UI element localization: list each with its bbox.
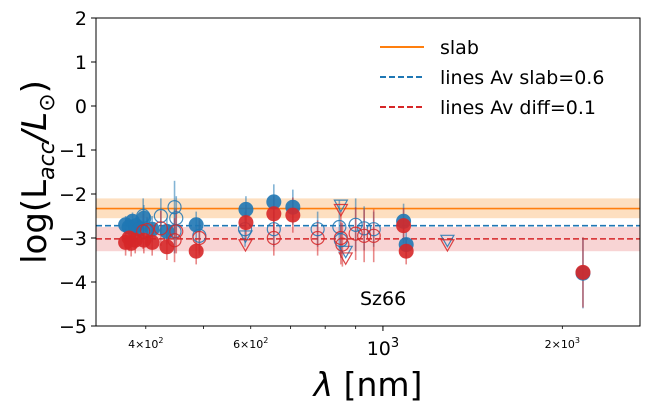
- marker-s4-p7: [310, 230, 325, 246]
- marker-s2-p3: [439, 234, 455, 248]
- marker-s4-p3: [169, 224, 184, 239]
- marker-s2-p2: [338, 245, 354, 259]
- x-axis-label-symbol: λ: [312, 365, 334, 404]
- y-axis: 2 1 0 −1 −2 −3 −4 −5: [59, 8, 96, 338]
- y-tick-label-7: −5: [59, 316, 87, 338]
- legend-label-1: lines Av slab=0.6: [440, 67, 604, 89]
- y-axis-label-sub-acc: acc: [35, 142, 60, 180]
- marker-s5-p1: [333, 203, 349, 218]
- marker-s1-p3: [167, 200, 182, 215]
- y-axis-label-base: log(L: [15, 180, 55, 264]
- marker-s3-p12: [398, 243, 414, 259]
- y-tick-label-2: 0: [75, 96, 87, 118]
- marker-s3-p8: [238, 215, 254, 231]
- legend-label-0: slab: [440, 37, 479, 59]
- x-axis: 103 4×102 6×102 2×103: [128, 326, 580, 360]
- marker-s3-p11: [396, 218, 412, 234]
- y-axis-label-slash: /: [15, 127, 55, 145]
- annotation-label: Sz66: [360, 288, 406, 310]
- marker-s3-p6: [159, 239, 175, 255]
- marker-s3-p7: [188, 243, 204, 259]
- marker-s5-p2: [338, 252, 354, 266]
- legend: slab lines Av slab=0.6 lines Av diff=0.1: [380, 37, 604, 119]
- x-major-tick-label: 103: [367, 336, 399, 360]
- marker-s5-p0: [237, 239, 254, 253]
- y-axis-label-close: ): [15, 80, 55, 93]
- y-tick-label-6: −4: [59, 272, 87, 294]
- y-tick-label-0: 2: [75, 8, 87, 30]
- y-axis-label-L: L: [15, 112, 55, 131]
- marker-s1-p9: [310, 222, 325, 237]
- x-minor-tick-label-0: 4×102: [128, 336, 163, 351]
- marker-s4-p2: [153, 221, 168, 236]
- marker-s0-p10: [266, 194, 282, 210]
- marker-s4-p5: [192, 230, 207, 246]
- marker-s1-p8: [266, 222, 281, 237]
- marker-s3-p5: [144, 234, 160, 250]
- legend-label-2: lines Av diff=0.1: [440, 97, 596, 119]
- marker-s2-p1: [333, 199, 349, 213]
- x-axis-label-unit: [nm]: [333, 365, 422, 404]
- marker-s3-p13: [575, 264, 591, 280]
- marker-s4-p9: [335, 237, 350, 252]
- marker-s3-p9: [266, 206, 282, 222]
- y-axis-label-sun-symbol: ⊙: [35, 93, 60, 111]
- y-tick-label-5: −3: [59, 228, 87, 250]
- marker-s3-p10: [285, 207, 301, 223]
- marker-s4-p4: [167, 233, 182, 248]
- marker-s1-p0: [136, 208, 151, 224]
- y-tick-label-4: −2: [59, 184, 87, 206]
- marker-s2-p0: [237, 230, 254, 244]
- marker-s1-p12: [348, 217, 363, 232]
- y-axis-label: log(Lacc/L⊙): [15, 80, 60, 264]
- marker-s4-p12: [366, 228, 381, 243]
- marker-s4-p10: [348, 226, 363, 241]
- plot-frame: [95, 17, 641, 327]
- y-tick-label-1: 1: [75, 52, 87, 74]
- x-minor-tick-label-2: 6×102: [233, 336, 268, 351]
- x-axis-label: λ [nm]: [312, 365, 423, 404]
- marker-s0-p8: [188, 217, 204, 233]
- y-tick-label-3: −1: [59, 140, 87, 162]
- marker-s1-p14: [366, 222, 381, 237]
- marker-s1-p2: [153, 208, 168, 224]
- marker-s4-p6: [266, 230, 281, 246]
- x-minor-tick-label-6: 2×103: [545, 336, 580, 351]
- marker-s4-p8: [333, 230, 348, 246]
- data-markers: [118, 194, 591, 281]
- marker-s5-p3: [439, 239, 455, 253]
- marker-s0-p9: [238, 201, 254, 217]
- marker-s4-p11: [357, 228, 372, 243]
- marker-s4-p1: [139, 222, 155, 238]
- marker-s1-p13: [357, 221, 372, 236]
